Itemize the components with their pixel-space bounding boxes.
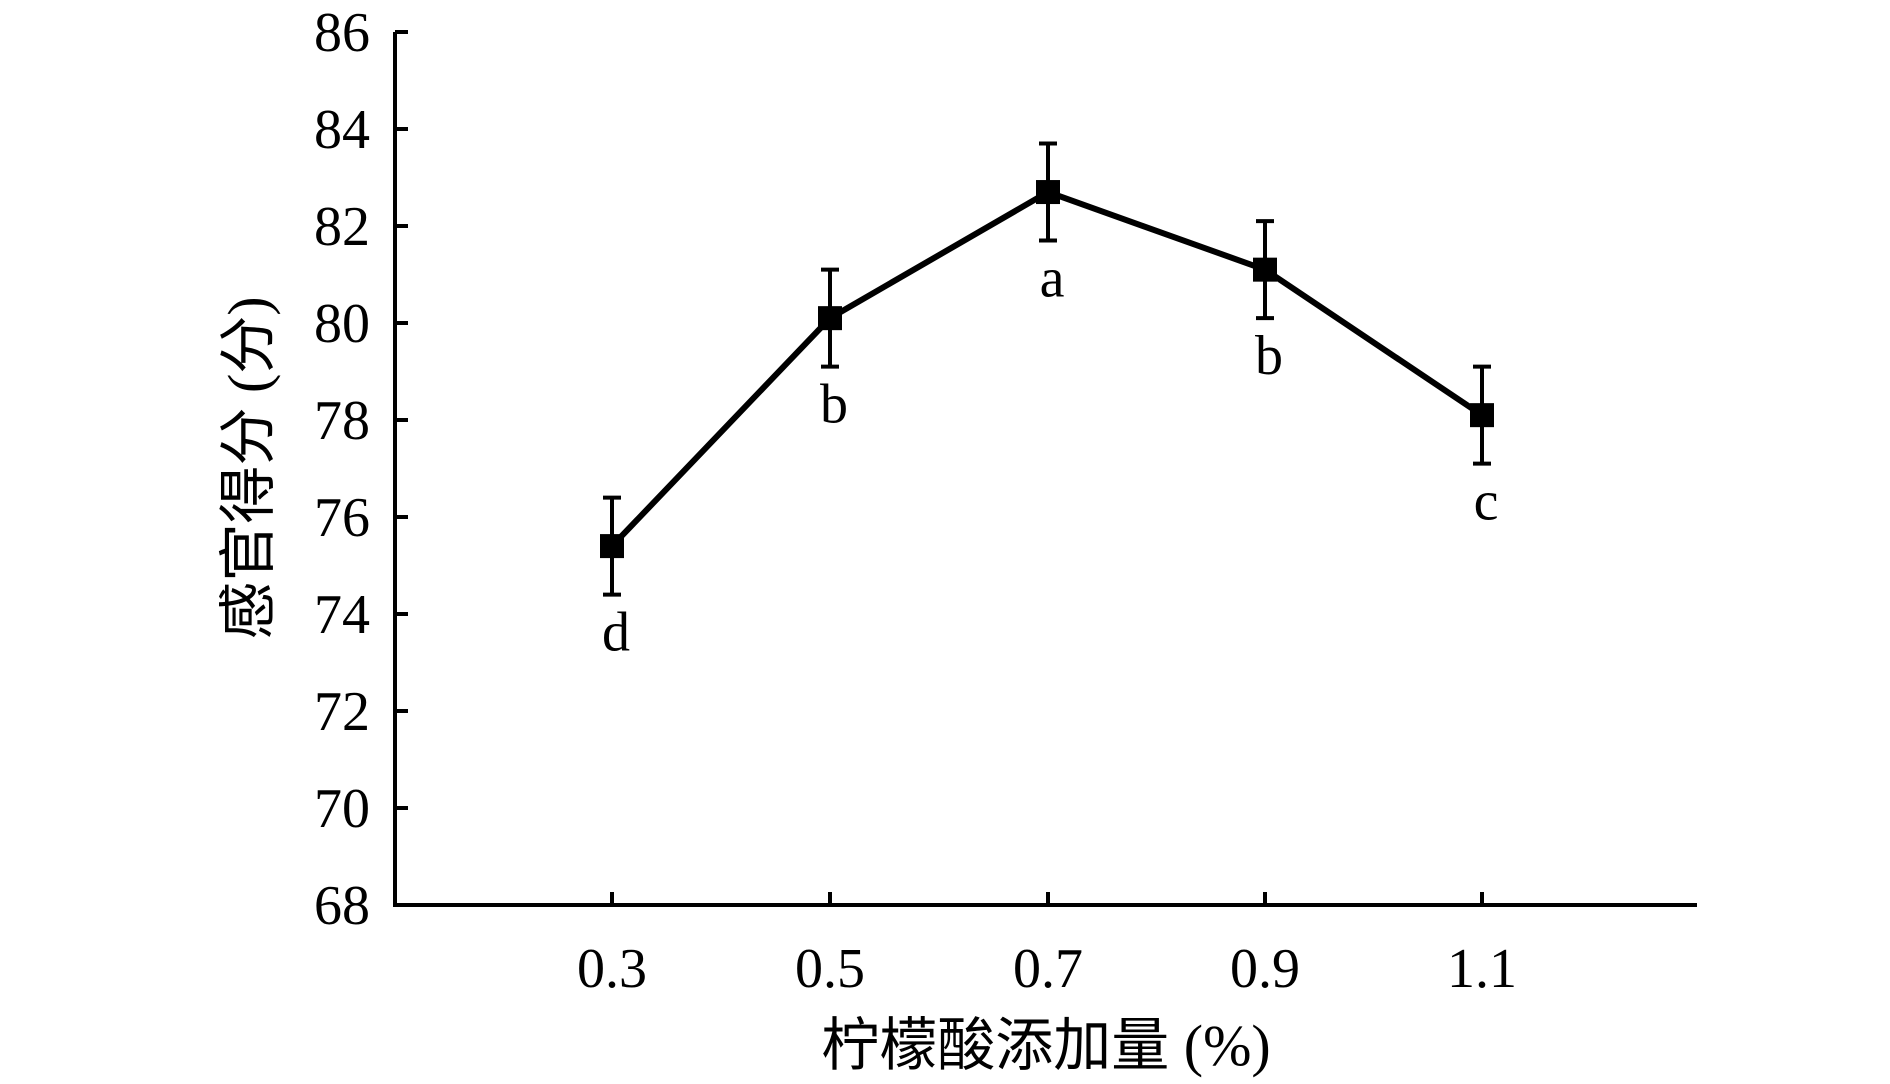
x-tick-label: 0.9 xyxy=(1230,938,1300,1000)
x-axis-title: 柠檬酸添加量 (%) xyxy=(821,1013,1270,1078)
significance-label: b xyxy=(820,374,848,436)
y-tick-label: 74 xyxy=(314,584,370,646)
data-point-marker xyxy=(1253,257,1277,282)
y-tick-label: 86 xyxy=(314,2,370,64)
y-tick-label: 76 xyxy=(314,487,370,549)
data-point-marker xyxy=(1036,180,1060,205)
ticks: 68 70 72 74 76 78 80 82 84 86 0.3 0.5 0.7 0.9 1.1 xyxy=(314,2,1517,1000)
series xyxy=(600,180,1494,559)
x-tick-label: 0.7 xyxy=(1013,938,1083,1000)
error-bars xyxy=(603,141,1491,597)
significance-label: d xyxy=(602,602,630,664)
axes xyxy=(393,32,1697,907)
data-point-marker xyxy=(1470,403,1494,428)
y-tick-label: 80 xyxy=(314,293,370,355)
y-tick-label: 70 xyxy=(314,778,370,840)
y-tick-label: 72 xyxy=(314,681,370,743)
x-tick-label: 0.5 xyxy=(795,938,865,1000)
significance-label: b xyxy=(1255,325,1283,387)
series-line xyxy=(609,188,1484,549)
data-point-marker xyxy=(818,306,842,331)
y-axis-title: 感官得分 (分) xyxy=(216,296,281,639)
x-tick-label: 1.1 xyxy=(1447,938,1517,1000)
significance-label: a xyxy=(1040,248,1065,310)
y-tick-label: 68 xyxy=(314,875,370,937)
y-tick-label: 78 xyxy=(314,390,370,452)
y-tick-label: 84 xyxy=(314,99,370,161)
significance-label: c xyxy=(1474,471,1499,533)
y-tick-label: 82 xyxy=(314,196,370,258)
significance-labels: d b a b c xyxy=(602,248,1498,664)
x-tick-label: 0.3 xyxy=(577,938,647,1000)
data-point-marker xyxy=(600,534,624,559)
